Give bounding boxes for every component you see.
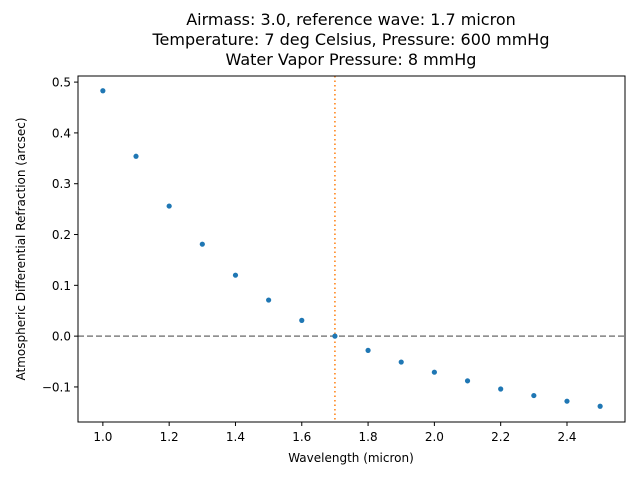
data-point: [464, 378, 471, 384]
x-tick-label: 1.6: [292, 430, 311, 444]
chart-title: Airmass: 3.0, reference wave: 1.7 micron…: [151, 10, 549, 69]
x-tick-label: 2.0: [425, 430, 444, 444]
plot-area: [78, 76, 625, 422]
y-tick-label: 0.2: [52, 228, 71, 242]
data-point: [531, 392, 537, 399]
x-tick-label: 1.0: [93, 430, 112, 444]
x-tick-label: 1.4: [226, 430, 245, 444]
y-tick-label: 0.4: [52, 126, 71, 140]
x-tick-label: 2.4: [557, 430, 576, 444]
data-point: [166, 203, 172, 209]
y-tick-label: 0.3: [52, 177, 71, 191]
data-point: [597, 403, 603, 409]
y-tick-label: −0.1: [42, 380, 71, 394]
y-axis-label: Atmospheric Differential Refraction (arc…: [14, 117, 28, 380]
data-point: [498, 386, 504, 392]
y-tick-label: 0.5: [52, 76, 71, 90]
data-point: [266, 297, 272, 303]
x-axis-ticks: 1.0 1.2 1.4 1.6 1.8 2.0 2.2 2.4: [93, 422, 577, 444]
x-tick-label: 2.2: [491, 430, 510, 444]
y-axis-ticks: −0.1 0.0 0.1 0.2 0.3 0.4 0.5: [42, 76, 78, 394]
title-line-2: Temperature: 7 deg Celsius, Pressure: 60…: [151, 30, 549, 49]
y-tick-label: 0.0: [52, 330, 71, 344]
data-point: [199, 241, 205, 247]
data-point: [431, 369, 437, 375]
x-tick-label: 1.2: [160, 430, 179, 444]
data-point: [332, 333, 338, 339]
title-line-3: Water Vapor Pressure: 8 mmHg: [226, 50, 477, 69]
axes-frame: [77, 75, 626, 423]
x-axis-label: Wavelength (micron): [288, 451, 414, 465]
data-point: [564, 398, 570, 404]
data-point: [365, 347, 371, 353]
data-point: [398, 359, 404, 365]
title-line-1: Airmass: 3.0, reference wave: 1.7 micron: [186, 10, 516, 29]
data-point: [232, 272, 239, 278]
data-point: [100, 88, 106, 94]
data-point: [133, 153, 139, 159]
x-tick-label: 1.8: [359, 430, 378, 444]
y-tick-label: 0.1: [52, 279, 71, 293]
data-point: [299, 317, 305, 323]
